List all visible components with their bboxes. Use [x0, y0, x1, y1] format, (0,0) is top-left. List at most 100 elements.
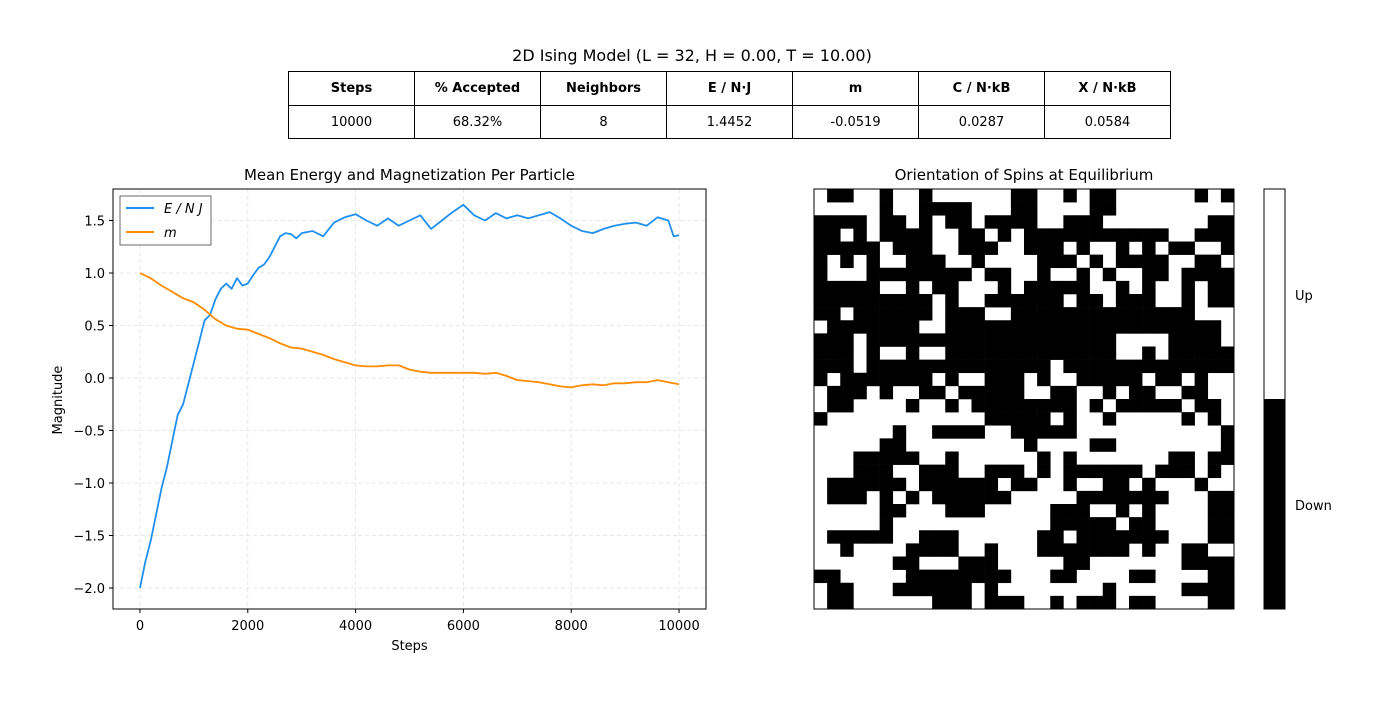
- spin-down-cell: [1024, 477, 1038, 492]
- spin-down-cell: [1063, 280, 1077, 295]
- stats-value-cell: 68.32%: [414, 105, 541, 139]
- spin-down-cell: [1220, 504, 1235, 518]
- spin-down-cell: [919, 530, 933, 544]
- spin-down-cell: [971, 320, 985, 334]
- spin-down-cell: [1207, 504, 1222, 518]
- spin-down-cell: [1102, 202, 1117, 216]
- spin-down-cell: [879, 228, 894, 242]
- spin-down-cell: [1207, 556, 1222, 570]
- spin-down-cell: [997, 280, 1012, 295]
- spin-down-cell: [827, 399, 841, 413]
- spin-down-cell: [1129, 530, 1143, 544]
- spin-down-cell: [840, 372, 854, 387]
- spin-down-cell: [1194, 189, 1209, 203]
- spin-down-cell: [1115, 490, 1130, 505]
- spin-down-cell: [919, 569, 933, 584]
- spin-down-cell: [1076, 372, 1090, 387]
- spin-down-cell: [1037, 412, 1051, 426]
- spin-down-cell: [1207, 215, 1222, 229]
- spin-down-cell: [1181, 412, 1195, 426]
- spin-down-cell: [1142, 267, 1156, 282]
- spin-down-cell: [905, 543, 920, 557]
- spin-down-cell: [1063, 451, 1077, 465]
- spin-down-cell: [1155, 464, 1169, 479]
- spin-down-cell: [853, 241, 867, 255]
- spin-down-cell: [827, 595, 841, 610]
- spin-down-cell: [1089, 294, 1104, 308]
- spin-down-cell: [1076, 333, 1090, 347]
- spin-down-cell: [1207, 399, 1222, 413]
- spin-down-cell: [1115, 543, 1130, 557]
- spin-down-cell: [984, 267, 999, 282]
- line-plot-frame: [112, 188, 707, 610]
- spin-down-cell: [1076, 267, 1090, 282]
- spin-down-cell: [1102, 267, 1117, 282]
- spin-down-cell: [814, 333, 828, 347]
- spin-down-cell: [932, 280, 946, 295]
- spin-down-cell: [945, 595, 959, 610]
- spin-down-cell: [814, 228, 828, 242]
- spin-down-cell: [879, 333, 894, 347]
- spin-down-cell: [1220, 294, 1235, 308]
- spin-down-cell: [1220, 425, 1235, 439]
- spin-down-cell: [1089, 399, 1104, 413]
- spin-down-cell: [919, 241, 933, 255]
- spin-down-cell: [1010, 399, 1025, 413]
- spin-down-cell: [1142, 595, 1156, 610]
- spin-down-cell: [1115, 504, 1130, 518]
- spin-down-cell: [1010, 595, 1025, 610]
- spin-down-cell: [958, 490, 972, 505]
- spin-down-cell: [1076, 307, 1090, 321]
- spin-down-cell: [1063, 333, 1077, 347]
- spin-down-cell: [1102, 438, 1117, 452]
- spin-down-cell: [814, 280, 828, 295]
- spin-down-cell: [1102, 412, 1117, 426]
- spin-down-cell: [919, 307, 933, 321]
- spin-down-cell: [1089, 346, 1104, 360]
- spin-down-cell: [1220, 267, 1235, 282]
- spin-down-cell: [879, 385, 894, 400]
- spin-down-cell: [1115, 372, 1130, 387]
- spin-down-cell: [1024, 359, 1038, 374]
- spin-down-cell: [1207, 267, 1222, 282]
- spin-down-cell: [1089, 372, 1104, 387]
- spin-down-cell: [1063, 320, 1077, 334]
- spin-down-cell: [1024, 241, 1038, 255]
- spin-down-cell: [892, 438, 907, 452]
- spin-down-cell: [997, 267, 1012, 282]
- spin-down-cell: [1142, 504, 1156, 518]
- spin-down-cell: [853, 464, 867, 479]
- spin-down-cell: [827, 307, 841, 321]
- spin-down-cell: [1063, 359, 1077, 374]
- spin-down-cell: [1142, 477, 1156, 492]
- spin-down-cell: [905, 241, 920, 255]
- spin-down-cell: [905, 280, 920, 295]
- spin-down-cell: [971, 241, 985, 255]
- spin-down-cell: [1194, 320, 1209, 334]
- spin-down-cell: [1142, 228, 1156, 242]
- spin-down-cell: [1129, 372, 1143, 387]
- spin-down-cell: [814, 294, 828, 308]
- energy-series-line: [139, 203, 680, 589]
- stats-value-row: 10000 68.32% 8 1.4452 -0.0519 0.0287 0.0…: [288, 105, 1171, 139]
- spin-down-cell: [1207, 464, 1222, 479]
- spin-down-cell: [1142, 346, 1156, 360]
- spin-down-cell: [945, 359, 959, 374]
- spin-down-cell: [932, 267, 946, 282]
- y-tick-label: −2.0: [73, 582, 105, 597]
- spin-down-cell: [958, 346, 972, 360]
- spin-down-cell: [945, 582, 959, 597]
- stats-value-cell: 1.4452: [666, 105, 793, 139]
- spin-down-cell: [1102, 477, 1117, 492]
- spin-down-cell: [1076, 215, 1090, 229]
- spin-down-cell: [971, 569, 985, 584]
- spin-down-cell: [1037, 280, 1051, 295]
- spin-down-cell: [919, 359, 933, 374]
- spin-down-cell: [827, 294, 841, 308]
- spin-down-cell: [840, 254, 854, 269]
- spin-down-cell: [1129, 228, 1143, 242]
- spin-down-cell: [866, 464, 880, 479]
- spin-down-cell: [1168, 464, 1182, 479]
- spin-down-cell: [1168, 399, 1182, 413]
- spin-down-cell: [971, 359, 985, 374]
